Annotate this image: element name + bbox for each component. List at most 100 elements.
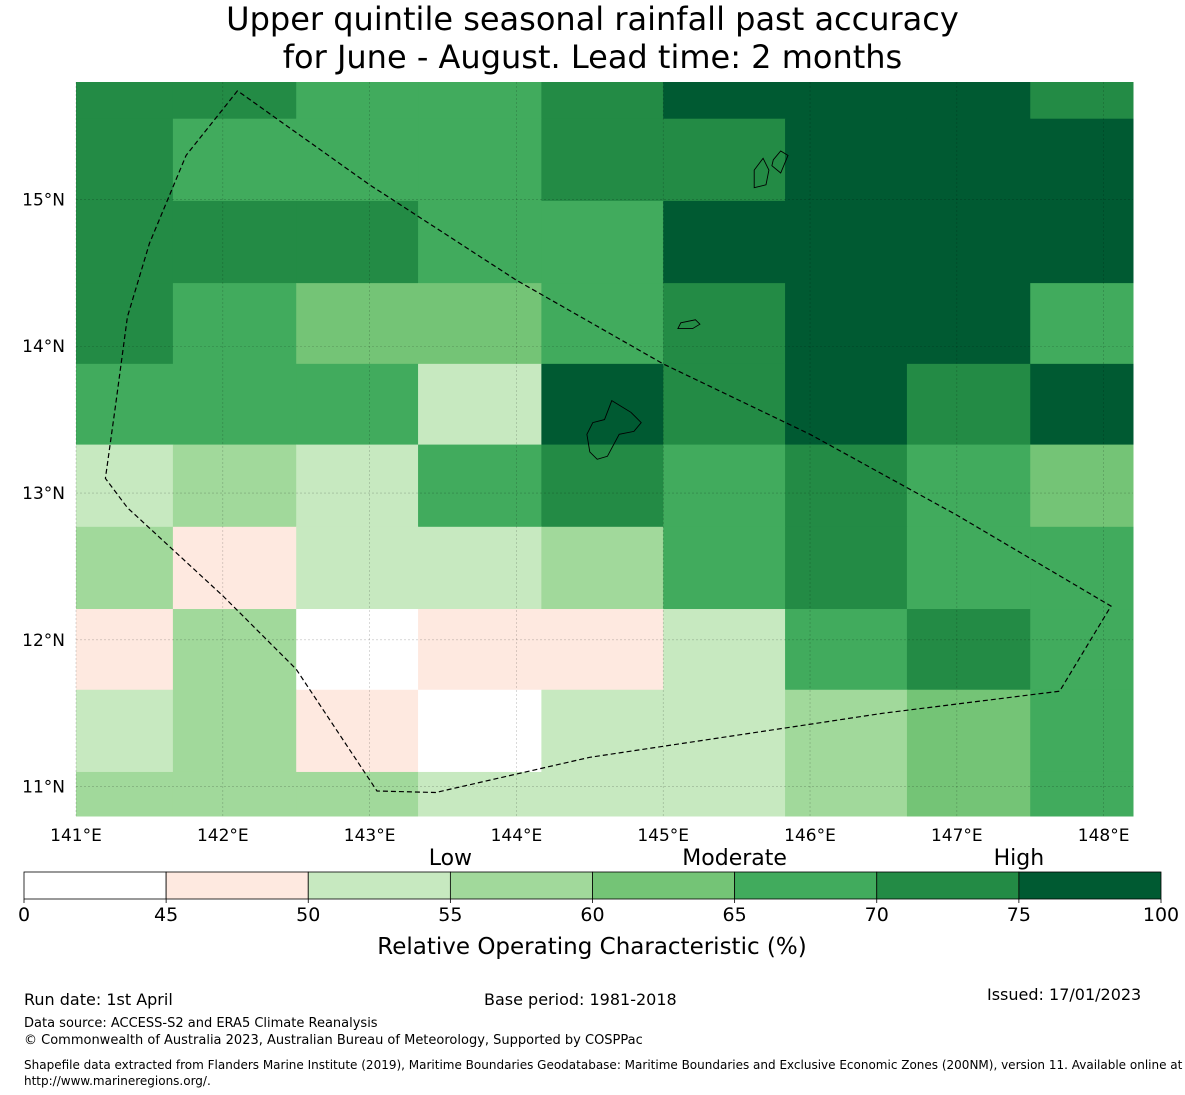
heatmap-cell — [663, 771, 786, 817]
heatmap-cell — [296, 82, 419, 120]
heatmap-cell — [296, 283, 419, 365]
heatmap-cell — [1030, 200, 1134, 284]
heatmap-cell — [418, 526, 542, 610]
heatmap-cell — [906, 526, 1031, 610]
colorbar-swatch — [307, 871, 451, 900]
island-outline — [677, 319, 701, 330]
heatmap-cell — [906, 118, 1031, 202]
heatmap-cell — [418, 82, 542, 120]
colorbar-tick-label: 65 — [723, 904, 747, 926]
colorbar-tick-label: 70 — [865, 904, 889, 926]
y-tick-label: 15°N — [22, 190, 65, 210]
heatmap-cell — [76, 771, 174, 817]
heatmap-cell — [296, 363, 419, 446]
issued-date: Issued: 17/01/2023 — [987, 985, 1142, 1004]
run-date: Run date: 1st April — [24, 990, 173, 1009]
chart-canvas: 141°E 142°E 143°E 144°E 145°E 146°E 147°E 148°E… — [18, 82, 1179, 960]
heatmap-cell — [663, 609, 786, 691]
heatmap-cell — [296, 444, 419, 528]
heatmap-cell — [172, 526, 297, 610]
colorbar: 0 45 50 55 60 65 70 75 100 Low Moderate High — [18, 846, 1179, 926]
heatmap-cell — [785, 363, 908, 446]
colorbar-tick-label: 45 — [154, 904, 178, 926]
heatmap-cell — [663, 82, 786, 120]
heatmap-cell — [76, 689, 174, 773]
heatmap-cell — [418, 283, 542, 365]
heatmap-cell — [418, 444, 542, 528]
heatmap-cell — [541, 771, 664, 817]
heatmap-cell — [541, 283, 664, 365]
chart-title-line-2: for June - August. Lead time: 2 months — [282, 38, 903, 76]
heatmap-cell — [1030, 689, 1134, 773]
heatmap-cell — [296, 118, 419, 202]
x-axis-ticks: 141°E 142°E 143°E 144°E 145°E 146°E 147°E 148°E — [50, 826, 1129, 846]
heatmap-cell — [418, 609, 542, 691]
colorbar-label: Relative Operating Characteristic (%) — [377, 934, 806, 960]
colorbar-swatch — [449, 871, 593, 900]
heatmap-cell — [172, 771, 297, 817]
heatmap-cell — [541, 200, 664, 284]
x-tick-label: 143°E — [344, 826, 396, 846]
heatmap-cell — [76, 526, 174, 610]
colorbar-tick-label: 100 — [1143, 904, 1179, 926]
heatmap-cell — [785, 689, 908, 773]
heatmap-cell — [172, 689, 297, 773]
colorbar-swatch — [165, 871, 309, 900]
chart-title-line-1: Upper quintile seasonal rainfall past ac… — [226, 0, 959, 38]
heatmap-cell — [663, 200, 786, 284]
data-source: Data source: ACCESS-S2 and ERA5 Climate … — [24, 1016, 378, 1031]
heatmap-cell — [663, 363, 786, 446]
y-tick-label: 11°N — [22, 778, 65, 798]
heatmap-cell — [785, 82, 908, 120]
heatmap-cells — [76, 82, 1134, 817]
graticule — [75, 82, 1133, 816]
heatmap-cell — [1030, 609, 1134, 691]
island-outline — [586, 399, 642, 460]
heatmap-cell — [785, 118, 908, 202]
colorbar-swatch — [876, 871, 1020, 900]
y-tick-label: 12°N — [22, 631, 65, 651]
island-outlines — [586, 150, 789, 460]
heatmap-cell — [785, 609, 908, 691]
island-outline — [771, 150, 789, 174]
x-tick-label: 147°E — [931, 826, 983, 846]
colorbar-swatch — [734, 871, 878, 900]
base-period: Base period: 1981-2018 — [484, 990, 677, 1009]
chart-title: Upper quintile seasonal rainfall past ac… — [0, 0, 1185, 76]
colorbar-category-label: Moderate — [682, 846, 787, 871]
heatmap-cell — [296, 200, 419, 284]
colorbar-swatch — [592, 871, 736, 900]
colorbar-tick-label: 50 — [296, 904, 320, 926]
heatmap-cell — [785, 200, 908, 284]
heatmap-cell — [76, 609, 174, 691]
heatmap-cell — [1030, 771, 1134, 817]
heatmap-cell — [785, 283, 908, 365]
x-tick-label: 142°E — [197, 826, 249, 846]
heatmap-cell — [296, 689, 419, 773]
heatmap-cell — [172, 200, 297, 284]
heatmap-cell — [296, 609, 419, 691]
heatmap-cell — [663, 526, 786, 610]
heatmap-cell — [906, 283, 1031, 365]
heatmap-cell — [172, 363, 297, 446]
heatmap-cell — [541, 526, 664, 610]
heatmap-cell — [785, 771, 908, 817]
x-tick-label: 148°E — [1078, 826, 1130, 846]
heatmap-cell — [172, 82, 297, 120]
heatmap-cell — [1030, 82, 1134, 120]
x-tick-label: 146°E — [784, 826, 836, 846]
heatmap-cell — [296, 526, 419, 610]
heatmap-cell — [541, 609, 664, 691]
heatmap-cell — [906, 363, 1031, 446]
colorbar-tick-label: 60 — [580, 904, 604, 926]
heatmap-cell — [541, 363, 664, 446]
heatmap-cell — [785, 444, 908, 528]
colorbar-swatch — [23, 871, 167, 900]
heatmap-cell — [906, 771, 1031, 817]
heatmap-cell — [418, 200, 542, 284]
heatmap-cell — [418, 689, 542, 773]
x-tick-label: 141°E — [50, 826, 102, 846]
heatmap-cell — [76, 200, 174, 284]
heatmap-cell — [541, 689, 664, 773]
heatmap-cell — [76, 363, 174, 446]
